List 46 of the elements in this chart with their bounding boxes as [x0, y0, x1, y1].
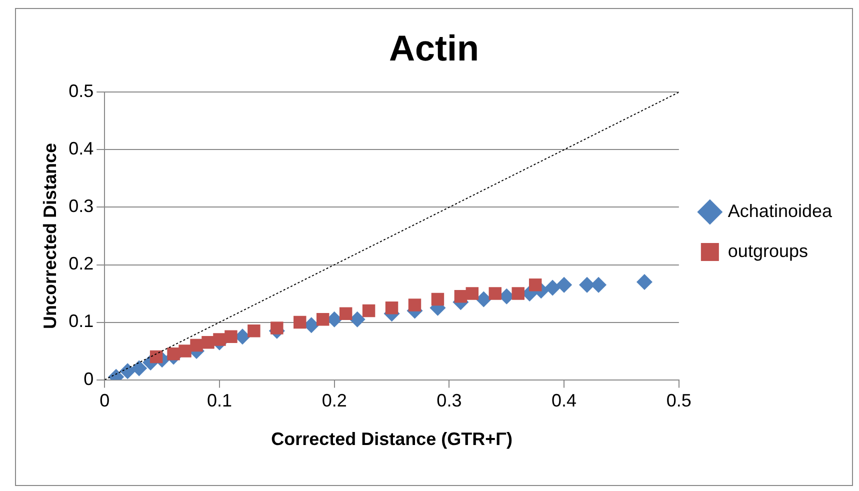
point: [213, 333, 226, 346]
point: [466, 287, 479, 300]
point: [150, 350, 163, 364]
point: [131, 360, 148, 376]
point: [270, 322, 284, 334]
y-axis-title: Uncorrected Distance: [40, 142, 60, 330]
point: [636, 274, 652, 290]
point: [512, 287, 524, 300]
x-tick-label: 0.5: [666, 390, 692, 411]
y-tick-label: 0.2: [68, 254, 94, 274]
point: [190, 338, 203, 352]
y-tick-label: 0.3: [68, 196, 94, 216]
point: [408, 298, 422, 312]
x-tick-label: 0: [100, 390, 110, 411]
point: [528, 278, 542, 292]
point: [362, 304, 376, 318]
point: [590, 276, 607, 293]
point: [339, 307, 352, 320]
point: [294, 316, 306, 329]
x-tick-label: 0.4: [552, 390, 577, 411]
point: [202, 336, 214, 349]
point: [120, 363, 136, 380]
y-tick-label: 0.4: [68, 138, 94, 159]
point: [349, 311, 366, 328]
x-tick-label: 0.3: [436, 390, 462, 411]
point: [167, 348, 180, 360]
x-tick-label: 0.1: [206, 390, 232, 411]
y-tick-label: 0.5: [68, 81, 94, 102]
x-tick-label: 0.2: [322, 390, 347, 411]
point: [224, 330, 238, 344]
chart-title: Actin: [389, 28, 479, 69]
point: [454, 290, 468, 303]
point: [476, 291, 492, 308]
point: [544, 280, 561, 296]
y-tick-label: 0: [84, 368, 94, 389]
point: [431, 292, 444, 306]
legend-label: Achatinoidea: [728, 200, 833, 221]
point: [248, 324, 260, 338]
legend-label: outgroups: [728, 240, 808, 261]
point: [556, 276, 572, 293]
point: [488, 287, 502, 300]
y-tick-label: 0.1: [68, 311, 94, 332]
x-axis-title: Corrected Distance (GTR+Γ): [271, 429, 512, 450]
point: [178, 344, 192, 358]
point: [316, 313, 330, 326]
point: [385, 302, 398, 314]
